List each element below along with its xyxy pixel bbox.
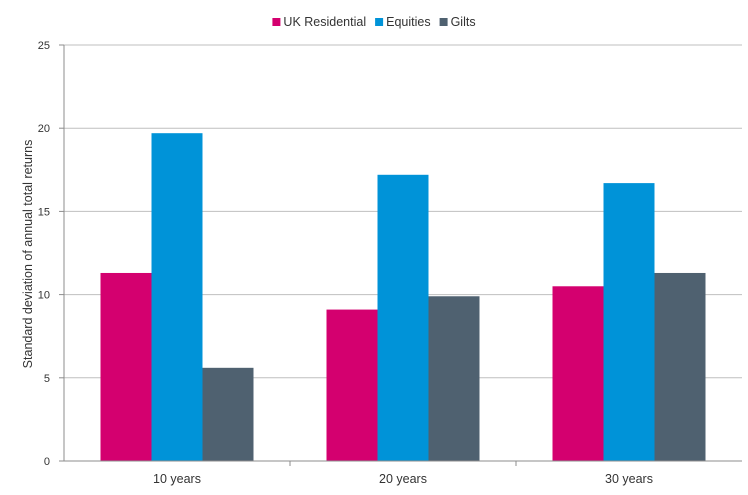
x-category-label: 20 years — [379, 472, 427, 486]
legend-label: Gilts — [451, 15, 476, 29]
bar-uk-residential-30-years — [552, 286, 604, 461]
legend-label: UK Residential — [283, 15, 366, 29]
bar-equities-10-years — [151, 133, 203, 461]
y-tick-label: 5 — [44, 373, 50, 385]
y-tick-label: 0 — [44, 456, 50, 468]
x-category-label: 30 years — [605, 472, 653, 486]
bar-uk-residential-20-years — [326, 309, 378, 461]
legend-item: Equities — [375, 15, 431, 29]
bars — [100, 133, 706, 462]
legend-swatch — [272, 18, 281, 26]
bar-equities-30-years — [603, 183, 655, 461]
y-tick-label: 25 — [38, 40, 50, 52]
y-tick-label: 10 — [38, 290, 50, 302]
bar-equities-20-years — [377, 174, 429, 462]
y-tick-label: 15 — [38, 206, 50, 218]
legend-swatch — [439, 18, 448, 26]
legend-item: Gilts — [439, 15, 476, 29]
legend: UK Residential Equities Gilts — [272, 15, 476, 29]
bar-uk-residential-10-years — [100, 272, 152, 461]
bar-gilts-30-years — [654, 272, 706, 461]
legend-swatch — [375, 18, 384, 26]
y-tick-label: 20 — [38, 123, 50, 135]
legend-item: UK Residential — [272, 15, 366, 29]
axes: 0 5 10 15 20 25 10 years 20 years 30 years — [38, 40, 742, 486]
bar-gilts-10-years — [202, 367, 254, 461]
bar-gilts-20-years — [428, 296, 480, 461]
x-category-label: 10 years — [153, 472, 201, 486]
legend-label: Equities — [386, 15, 430, 29]
y-axis-title: Standard deviation of annual total retur… — [21, 140, 35, 369]
